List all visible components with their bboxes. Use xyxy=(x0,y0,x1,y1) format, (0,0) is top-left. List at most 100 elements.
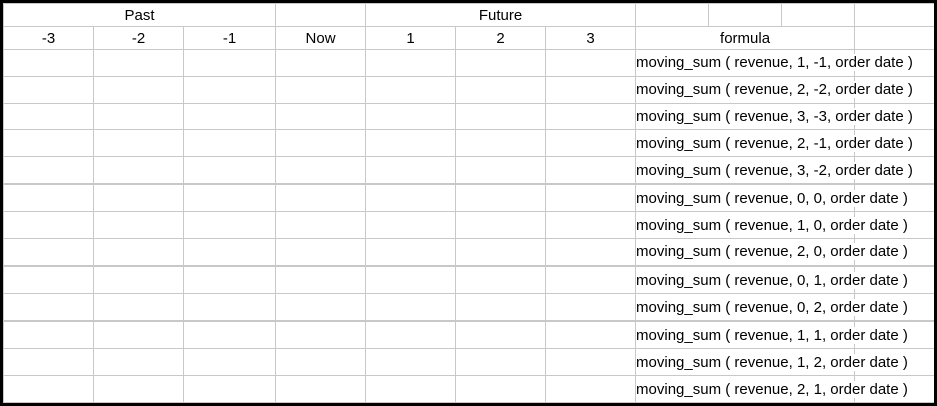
cell-highlighted[interactable] xyxy=(275,293,367,321)
cell-empty[interactable] xyxy=(545,238,637,266)
cell-empty[interactable] xyxy=(545,319,637,323)
cell-empty[interactable] xyxy=(182,75,277,104)
cell-empty[interactable] xyxy=(545,348,637,377)
formula-cell[interactable]: moving_sum ( revenue, 0, 2, order date ) xyxy=(635,293,910,321)
cell-empty[interactable] xyxy=(545,321,637,350)
cell-empty[interactable] xyxy=(182,264,277,268)
cell-empty[interactable] xyxy=(455,129,547,158)
cell-empty[interactable] xyxy=(275,49,367,77)
cell-empty[interactable] xyxy=(545,102,637,131)
cell-highlighted[interactable] xyxy=(182,238,277,266)
cell-empty[interactable] xyxy=(275,156,367,184)
cell-highlighted[interactable] xyxy=(275,184,367,213)
cell-empty[interactable] xyxy=(455,266,547,295)
cell-empty[interactable] xyxy=(3,49,94,77)
cell-empty[interactable] xyxy=(365,211,457,240)
cell-empty[interactable] xyxy=(182,319,277,323)
cell-empty[interactable] xyxy=(455,321,547,350)
cell-highlighted[interactable] xyxy=(455,293,547,321)
formula-cell[interactable]: moving_sum ( revenue, 3, -3, order date … xyxy=(635,102,915,131)
cell-highlighted[interactable] xyxy=(182,49,277,77)
cell-empty[interactable] xyxy=(365,75,457,104)
cell-highlighted[interactable] xyxy=(365,321,457,350)
cell-empty[interactable] xyxy=(545,49,637,77)
cell-highlighted[interactable] xyxy=(3,102,94,131)
cell-highlighted[interactable] xyxy=(275,375,367,403)
cell-empty[interactable] xyxy=(3,293,94,321)
cell-empty[interactable] xyxy=(365,156,457,184)
formula-cell[interactable]: moving_sum ( revenue, 1, 0, order date ) xyxy=(635,211,910,240)
formula-cell[interactable]: moving_sum ( revenue, 1, 2, order date ) xyxy=(635,348,910,377)
cell-highlighted[interactable] xyxy=(182,321,277,350)
cell-empty[interactable] xyxy=(3,348,94,377)
cell-empty[interactable] xyxy=(3,129,94,158)
trailing-cell[interactable] xyxy=(854,182,934,186)
cell-highlighted[interactable] xyxy=(365,293,457,321)
cell-empty[interactable] xyxy=(545,266,637,295)
cell-empty[interactable] xyxy=(365,129,457,158)
cell-highlighted[interactable] xyxy=(182,129,277,158)
cell-highlighted[interactable] xyxy=(275,238,367,266)
cell-highlighted[interactable] xyxy=(275,211,367,240)
cell-empty[interactable] xyxy=(545,156,637,184)
cell-empty[interactable] xyxy=(182,293,277,321)
formula-cell[interactable]: moving_sum ( revenue, 2, 1, order date ) xyxy=(635,375,910,403)
cell-empty[interactable] xyxy=(455,184,547,213)
cell-empty[interactable] xyxy=(93,266,184,295)
cell-empty[interactable] xyxy=(3,238,94,266)
cell-empty[interactable] xyxy=(365,238,457,266)
cell-empty[interactable] xyxy=(545,293,637,321)
cell-empty[interactable] xyxy=(3,211,94,240)
cell-highlighted[interactable] xyxy=(365,375,457,403)
cell-empty[interactable] xyxy=(545,264,637,268)
cell-empty[interactable] xyxy=(455,156,547,184)
cell-empty[interactable] xyxy=(93,293,184,321)
cell-empty[interactable] xyxy=(545,184,637,213)
cell-highlighted[interactable] xyxy=(93,75,184,104)
cell-empty[interactable] xyxy=(3,375,94,403)
cell-empty[interactable] xyxy=(455,375,547,403)
cell-empty[interactable] xyxy=(182,184,277,213)
formula-cell[interactable]: moving_sum ( revenue, 1, -1, order date … xyxy=(635,49,915,77)
cell-highlighted[interactable] xyxy=(275,266,367,295)
cell-empty[interactable] xyxy=(545,75,637,104)
cell-empty[interactable] xyxy=(3,75,94,104)
formula-cell[interactable]: moving_sum ( revenue, 3, -2, order date … xyxy=(635,156,915,184)
cell-empty[interactable] xyxy=(182,266,277,295)
cell-highlighted[interactable] xyxy=(365,266,457,295)
cell-empty[interactable] xyxy=(182,156,277,184)
trailing-cell[interactable] xyxy=(854,49,934,77)
cell-empty[interactable] xyxy=(93,348,184,377)
cell-empty[interactable] xyxy=(3,321,94,350)
cell-empty[interactable] xyxy=(545,211,637,240)
cell-empty[interactable] xyxy=(182,182,277,186)
cell-empty[interactable] xyxy=(3,184,94,213)
cell-empty[interactable] xyxy=(545,375,637,403)
cell-highlighted[interactable] xyxy=(93,238,184,266)
formula-cell[interactable]: moving_sum ( revenue, 0, 0, order date ) xyxy=(635,184,910,213)
formula-cell[interactable]: moving_sum ( revenue, 2, -2, order date … xyxy=(635,75,915,104)
trailing-cell[interactable] xyxy=(854,319,934,323)
cell-empty[interactable] xyxy=(93,102,184,131)
cell-empty[interactable] xyxy=(93,184,184,213)
cell-highlighted[interactable] xyxy=(365,348,457,377)
cell-empty[interactable] xyxy=(455,238,547,266)
cell-highlighted[interactable] xyxy=(182,211,277,240)
cell-empty[interactable] xyxy=(365,49,457,77)
cell-empty[interactable] xyxy=(455,75,547,104)
cell-highlighted[interactable] xyxy=(93,156,184,184)
formula-cell[interactable]: moving_sum ( revenue, 0, 1, order date ) xyxy=(635,266,910,295)
cell-highlighted[interactable] xyxy=(275,348,367,377)
cell-empty[interactable] xyxy=(455,49,547,77)
cell-empty[interactable] xyxy=(3,266,94,295)
cell-highlighted[interactable] xyxy=(275,321,367,350)
formula-cell[interactable]: moving_sum ( revenue, 2, 0, order date ) xyxy=(635,238,910,266)
cell-empty[interactable] xyxy=(275,129,367,158)
trailing-cell[interactable] xyxy=(854,264,934,268)
cell-highlighted[interactable] xyxy=(182,375,277,403)
cell-empty[interactable] xyxy=(182,102,277,131)
cell-highlighted[interactable] xyxy=(3,156,94,184)
cell-empty[interactable] xyxy=(365,184,457,213)
cell-empty[interactable] xyxy=(275,102,367,131)
cell-highlighted[interactable] xyxy=(93,375,184,403)
